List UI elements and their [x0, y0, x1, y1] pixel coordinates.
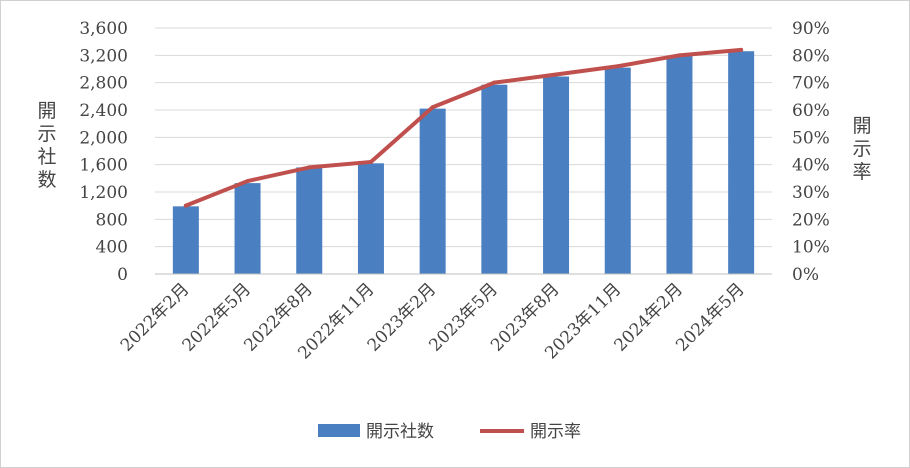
left-tick-label: 2,000 [79, 128, 128, 148]
bar [666, 56, 693, 275]
right-tick-label: 10% [792, 238, 830, 258]
bar [543, 76, 570, 275]
left-axis-title: 開示社数 [37, 100, 56, 191]
left-tick-label: 1,600 [79, 156, 128, 176]
right-axis-title: 開示率 [852, 115, 871, 183]
right-tick-label: 50% [792, 128, 830, 148]
line-point [615, 64, 620, 69]
line-point [430, 105, 435, 110]
bar [234, 183, 261, 274]
left-tick-label: 3,600 [79, 19, 128, 39]
bar [604, 67, 631, 274]
left-tick-label: 800 [96, 210, 128, 230]
bar [296, 167, 323, 274]
right-tick-label: 90% [792, 19, 830, 39]
legend-swatch-bars [318, 424, 360, 437]
line-point [554, 72, 559, 77]
legend-label-bars: 開示社数 [366, 422, 434, 442]
line-point [245, 179, 250, 184]
line-point [492, 80, 497, 85]
right-tick-label: 20% [792, 210, 830, 230]
right-tick-label: 0% [792, 265, 819, 285]
bar [728, 51, 755, 274]
left-tick-label: 3,200 [79, 46, 128, 66]
bar [357, 163, 384, 274]
left-tick-label: 2,800 [79, 74, 128, 94]
line-point [677, 53, 682, 58]
left-tick-label: 0 [117, 265, 128, 285]
bar [419, 108, 446, 274]
line-point [307, 165, 312, 170]
left-tick-label: 400 [96, 238, 128, 258]
line-point [739, 47, 744, 52]
line-point [183, 203, 188, 208]
right-tick-label: 70% [792, 74, 830, 94]
right-tick-label: 30% [792, 183, 830, 203]
right-tick-label: 40% [792, 156, 830, 176]
rate-line [183, 47, 744, 208]
left-tick-label: 1,200 [79, 183, 128, 203]
left-tick-label: 2,400 [79, 101, 128, 121]
bar [481, 84, 508, 274]
line-point [368, 159, 373, 164]
right-tick-label: 80% [792, 46, 830, 66]
bar [172, 206, 199, 274]
right-tick-label: 60% [792, 101, 830, 121]
legend-label-line: 開示率 [530, 422, 581, 442]
